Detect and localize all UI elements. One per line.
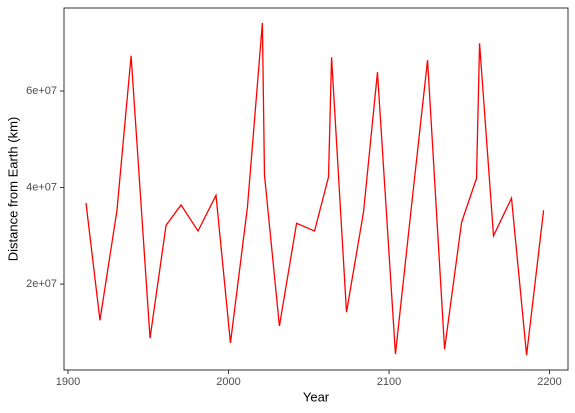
x-tick-label: 2000: [216, 376, 240, 388]
y-tick-label: 4e+07: [26, 181, 57, 193]
y-tick-label: 2e+07: [26, 278, 57, 290]
y-axis-title: Distance from Earth (km): [5, 117, 20, 261]
x-tick-label: 1900: [56, 376, 80, 388]
x-tick-label: 2200: [537, 376, 561, 388]
data-line: [85, 22, 545, 356]
x-axis-title: Year: [303, 389, 330, 404]
y-tick-label: 6e+07: [26, 85, 57, 97]
x-tick-label: 2100: [377, 376, 401, 388]
